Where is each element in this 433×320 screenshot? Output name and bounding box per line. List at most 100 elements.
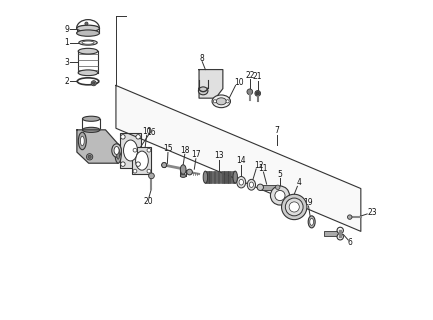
Circle shape (136, 135, 140, 139)
Ellipse shape (78, 48, 98, 54)
Circle shape (133, 148, 137, 152)
Circle shape (85, 22, 88, 25)
Text: 10: 10 (234, 78, 243, 87)
Text: 20: 20 (143, 197, 153, 206)
Bar (224, 172, 228, 183)
Circle shape (88, 155, 91, 158)
Ellipse shape (233, 171, 237, 183)
Ellipse shape (216, 98, 226, 105)
Circle shape (285, 198, 303, 216)
Text: 15: 15 (163, 144, 173, 153)
Text: 1: 1 (64, 38, 69, 47)
Ellipse shape (237, 177, 246, 188)
Circle shape (121, 162, 125, 166)
Ellipse shape (77, 25, 100, 32)
Circle shape (91, 81, 96, 86)
Text: 3: 3 (64, 58, 69, 67)
Polygon shape (199, 69, 223, 98)
Ellipse shape (116, 148, 120, 159)
Polygon shape (77, 130, 118, 163)
Circle shape (213, 100, 216, 103)
Circle shape (275, 190, 285, 201)
Circle shape (257, 184, 263, 190)
Polygon shape (116, 85, 361, 231)
Text: 12: 12 (255, 161, 264, 170)
Circle shape (147, 169, 151, 173)
Circle shape (256, 92, 259, 95)
Bar (221, 172, 224, 183)
Ellipse shape (115, 144, 121, 163)
Ellipse shape (136, 151, 148, 170)
Text: 13: 13 (214, 151, 223, 160)
Circle shape (348, 215, 352, 219)
Circle shape (147, 148, 151, 152)
Ellipse shape (308, 216, 315, 228)
Circle shape (271, 186, 290, 205)
Text: 21: 21 (253, 72, 262, 81)
Bar (260, 185, 277, 189)
Text: 18: 18 (180, 146, 190, 155)
Circle shape (275, 185, 280, 189)
Circle shape (121, 135, 125, 139)
Ellipse shape (212, 95, 230, 108)
Text: 5: 5 (278, 170, 282, 179)
Text: 14: 14 (236, 156, 246, 165)
Ellipse shape (82, 41, 94, 44)
Ellipse shape (82, 116, 100, 121)
Circle shape (281, 194, 307, 220)
Text: 6: 6 (348, 238, 353, 247)
Ellipse shape (180, 165, 186, 174)
Bar (205, 172, 209, 183)
Ellipse shape (198, 87, 208, 95)
Ellipse shape (123, 140, 138, 161)
Ellipse shape (249, 182, 253, 188)
Circle shape (289, 202, 299, 212)
Ellipse shape (310, 218, 313, 225)
Bar (209, 172, 212, 183)
Text: 16: 16 (147, 128, 156, 137)
Circle shape (136, 162, 140, 166)
Text: 19: 19 (303, 198, 313, 207)
Bar (228, 172, 231, 183)
Ellipse shape (114, 147, 119, 155)
Circle shape (337, 227, 343, 234)
Circle shape (133, 169, 137, 173)
Text: 23: 23 (368, 208, 378, 218)
Ellipse shape (180, 174, 186, 178)
Circle shape (187, 169, 192, 175)
Ellipse shape (81, 136, 84, 146)
Text: 9: 9 (64, 25, 69, 34)
Bar (324, 231, 339, 236)
Ellipse shape (79, 40, 97, 45)
Circle shape (247, 89, 253, 95)
Bar (213, 172, 216, 183)
Text: 10: 10 (142, 127, 152, 136)
Text: 8: 8 (199, 54, 204, 63)
Circle shape (87, 154, 93, 160)
Bar (120, 133, 141, 168)
Circle shape (337, 234, 343, 240)
Ellipse shape (112, 144, 121, 157)
Circle shape (226, 100, 229, 103)
Ellipse shape (239, 179, 243, 185)
Ellipse shape (77, 78, 99, 85)
Ellipse shape (247, 179, 255, 190)
Circle shape (162, 163, 167, 168)
Text: 7: 7 (275, 126, 279, 135)
Ellipse shape (77, 30, 100, 36)
Circle shape (149, 173, 154, 179)
Text: 4: 4 (297, 178, 301, 187)
Circle shape (93, 82, 95, 84)
Text: 11: 11 (259, 164, 268, 173)
Ellipse shape (82, 127, 100, 132)
Bar (217, 172, 220, 183)
Bar (132, 147, 152, 174)
Ellipse shape (203, 171, 207, 183)
Text: 17: 17 (191, 150, 200, 159)
Text: 2: 2 (64, 77, 69, 86)
Circle shape (255, 91, 261, 96)
Text: 22: 22 (245, 71, 255, 80)
Bar (232, 172, 235, 183)
Ellipse shape (78, 70, 98, 76)
Ellipse shape (78, 132, 86, 150)
